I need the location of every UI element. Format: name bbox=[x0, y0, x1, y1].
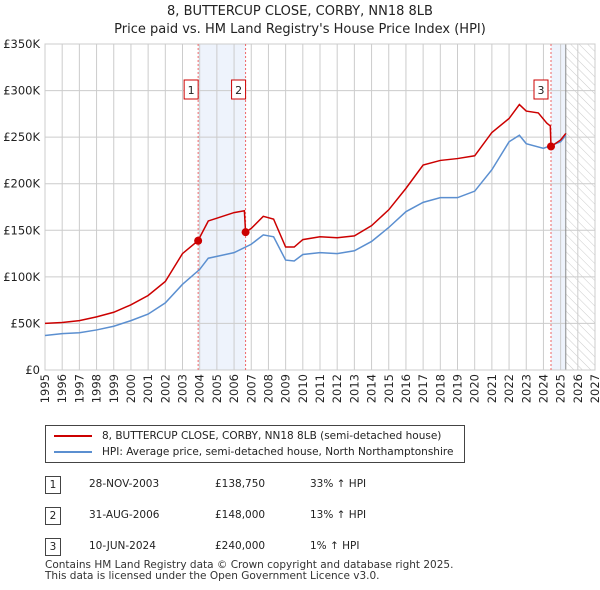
x-tick-label: 1999 bbox=[107, 374, 121, 403]
transaction-price: £240,000 bbox=[215, 540, 266, 552]
sale-label: 3 bbox=[538, 84, 545, 97]
y-tick-label: £100K bbox=[3, 270, 40, 284]
x-tick-label: 2025 bbox=[554, 374, 568, 403]
x-tick-label: 2024 bbox=[536, 374, 550, 403]
footer: Contains HM Land Registry data © Crown c… bbox=[45, 560, 453, 582]
y-tick-label: £350K bbox=[3, 37, 40, 51]
y-tick-label: £200K bbox=[3, 177, 40, 191]
x-tick-label: 2001 bbox=[141, 374, 155, 403]
chart-title: 8, BUTTERCUP CLOSE, CORBY, NN18 8LB Price… bbox=[0, 3, 600, 39]
x-tick-label: 1997 bbox=[72, 374, 86, 403]
x-tick-label: 2012 bbox=[330, 374, 344, 403]
x-tick-label: 2027 bbox=[588, 374, 600, 403]
x-tick-label: 1998 bbox=[90, 374, 104, 403]
legend-item-hpi: HPI: Average price, semi-detached house,… bbox=[54, 446, 453, 458]
x-tick-label: 2016 bbox=[399, 374, 413, 403]
transaction-price: £148,000 bbox=[215, 509, 266, 521]
sale-point bbox=[547, 142, 555, 151]
x-tick-label: 1996 bbox=[55, 374, 69, 403]
transaction-row: 3 10-JUN-2024 £240,000 1% ↑ HPI bbox=[45, 538, 545, 558]
transaction-date: 28-NOV-2003 bbox=[89, 478, 160, 490]
transaction-hpi: 33% ↑ HPI bbox=[310, 478, 367, 490]
subtitle-line: Price paid vs. HM Land Registry's House … bbox=[114, 22, 486, 37]
x-tick-label: 2010 bbox=[296, 374, 310, 403]
y-tick-label: £0 bbox=[25, 363, 40, 377]
sale-label-box bbox=[533, 79, 549, 100]
transaction-number: 3 bbox=[45, 538, 61, 556]
x-tick-label: 2004 bbox=[193, 374, 207, 403]
x-tick-label: 2014 bbox=[365, 374, 379, 403]
x-tick-label: 2008 bbox=[261, 374, 275, 403]
x-tick-label: 2002 bbox=[158, 374, 172, 403]
x-tick-label: 2003 bbox=[176, 374, 190, 403]
legend-label: HPI: Average price, semi-detached house,… bbox=[102, 446, 454, 458]
sale-label-box bbox=[231, 79, 247, 100]
y-tick-label: £250K bbox=[3, 130, 40, 144]
x-tick-label: 2019 bbox=[451, 374, 465, 403]
x-tick-label: 2023 bbox=[519, 374, 533, 403]
transaction-row: 1 28-NOV-2003 £138,750 33% ↑ HPI bbox=[45, 476, 545, 496]
forecast-hatch bbox=[565, 44, 595, 370]
sale-point bbox=[241, 228, 250, 237]
hpi-series-line bbox=[44, 134, 567, 337]
x-tick-label: 2021 bbox=[485, 374, 499, 403]
transaction-number: 1 bbox=[45, 476, 61, 494]
legend-item-property: 8, BUTTERCUP CLOSE, CORBY, NN18 8LB (sem… bbox=[54, 430, 441, 442]
x-tick-label: 2007 bbox=[244, 374, 258, 403]
sale-label: 1 bbox=[188, 84, 195, 97]
transaction-date: 31-AUG-2006 bbox=[89, 509, 160, 521]
x-tick-label: 2005 bbox=[210, 374, 224, 403]
x-tick-label: 2020 bbox=[468, 374, 482, 403]
property-series-line bbox=[44, 103, 567, 325]
x-tick-label: 1995 bbox=[38, 374, 52, 403]
x-tick-label: 2006 bbox=[227, 374, 241, 403]
footer-line: This data is licensed under the Open Gov… bbox=[45, 570, 380, 582]
blue-line-swatch bbox=[54, 451, 92, 453]
transaction-number: 2 bbox=[45, 507, 61, 525]
y-tick-label: £50K bbox=[11, 316, 41, 330]
y-tick-label: £300K bbox=[3, 84, 40, 98]
footer-line: Contains HM Land Registry data © Crown c… bbox=[45, 559, 454, 571]
transaction-row: 2 31-AUG-2006 £148,000 13% ↑ HPI bbox=[45, 507, 545, 527]
legend-label: 8, BUTTERCUP CLOSE, CORBY, NN18 8LB (sem… bbox=[102, 430, 442, 442]
x-tick-label: 2011 bbox=[313, 374, 327, 403]
legend: 8, BUTTERCUP CLOSE, CORBY, NN18 8LB (sem… bbox=[45, 425, 465, 463]
x-tick-label: 2018 bbox=[433, 374, 447, 403]
sale-label: 2 bbox=[235, 84, 242, 97]
transaction-date: 10-JUN-2024 bbox=[89, 540, 156, 552]
x-tick-label: 2022 bbox=[502, 374, 516, 403]
y-tick-label: £150K bbox=[3, 223, 40, 237]
sale-label-box bbox=[183, 79, 199, 100]
plot-border bbox=[44, 43, 596, 371]
x-tick-label: 2013 bbox=[347, 374, 361, 403]
price-chart: 1995 1996 1997 1998 1999 2000 2001 2002 2003 2004… bbox=[3, 37, 600, 403]
sale-point bbox=[194, 236, 203, 245]
red-line-swatch bbox=[54, 435, 92, 437]
x-tick-label: 2000 bbox=[124, 374, 138, 403]
transaction-hpi: 1% ↑ HPI bbox=[310, 540, 360, 552]
shaded-region bbox=[551, 44, 566, 370]
title-line: 8, BUTTERCUP CLOSE, CORBY, NN18 8LB bbox=[167, 4, 433, 19]
x-tick-label: 2015 bbox=[382, 374, 396, 403]
x-tick-label: 2009 bbox=[279, 374, 293, 403]
x-tick-label: 2026 bbox=[571, 374, 585, 403]
transaction-price: £138,750 bbox=[215, 478, 266, 490]
transaction-hpi: 13% ↑ HPI bbox=[310, 509, 367, 521]
x-tick-label: 2017 bbox=[416, 374, 430, 403]
